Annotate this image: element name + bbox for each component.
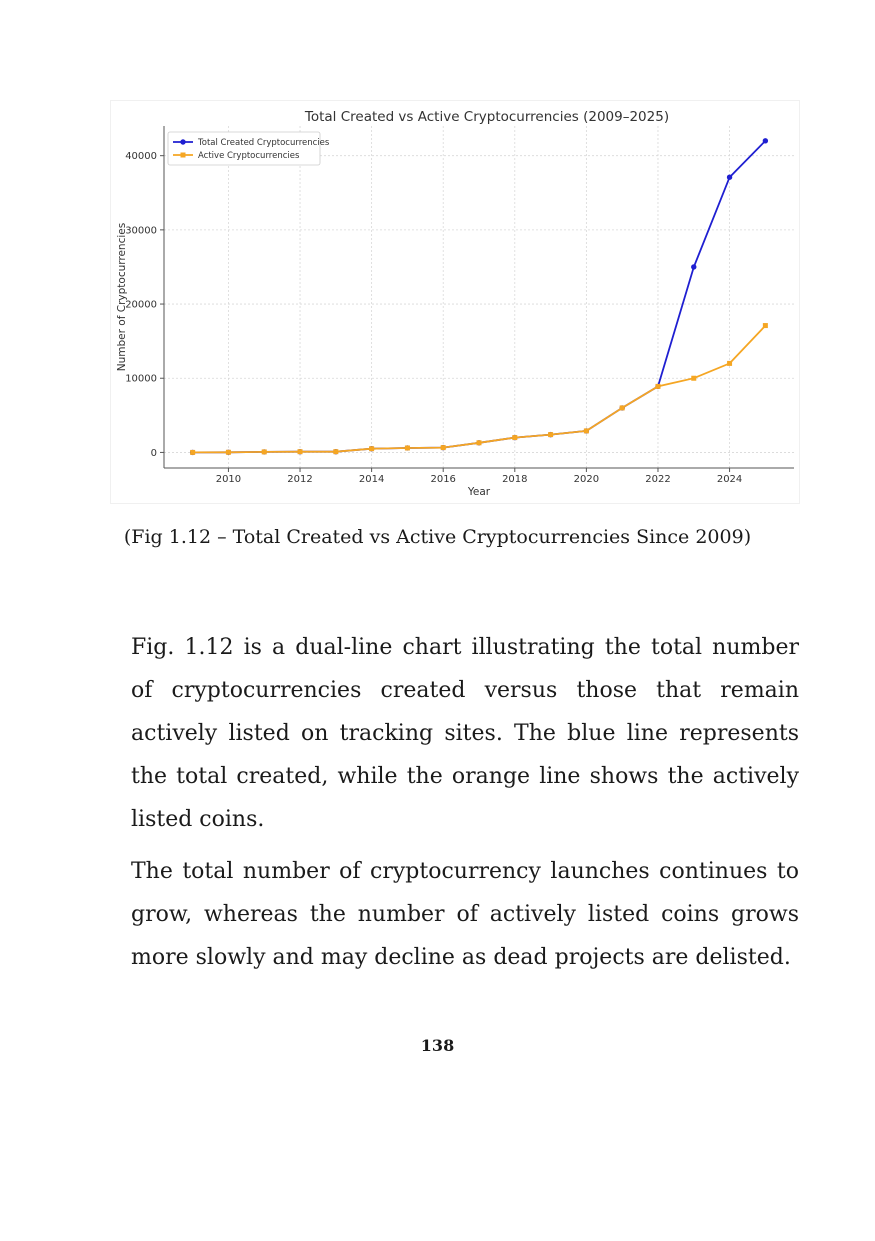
- data-point-1: [583, 428, 589, 434]
- data-point-0: [726, 174, 733, 180]
- figure-caption: (Fig 1.12 – Total Created vs Active Cryp…: [123, 526, 752, 548]
- data-point-1: [261, 449, 267, 455]
- data-point-1: [440, 445, 446, 451]
- line-chart: 2010 2012 2014 2016 2018 2020 2022 2024 0 10000 20…: [110, 100, 800, 504]
- data-point-0: [691, 264, 697, 270]
- data-point-1: [512, 435, 518, 441]
- body-paragraph-2: The total number of cryptocurrency launc…: [131, 859, 799, 970]
- data-point-1: [190, 449, 196, 455]
- y-tick-label: 10000: [125, 374, 157, 385]
- x-axis-label: Year: [467, 486, 491, 498]
- data-point-1: [655, 383, 661, 389]
- data-point-1: [404, 445, 410, 451]
- data-point-1: [476, 440, 482, 446]
- data-point-1: [225, 449, 231, 455]
- data-point-1: [369, 446, 375, 452]
- x-tick-label: 2010: [216, 474, 241, 485]
- x-tick-label: 2016: [430, 474, 455, 485]
- data-point-1: [762, 323, 768, 329]
- y-axis-label: Number of Cryptocurrencies: [116, 223, 128, 371]
- legend-marker-0: [180, 139, 186, 145]
- series-line-0: [192, 140, 767, 454]
- y-tick-label: 0: [151, 448, 157, 459]
- body-paragraph-1: Fig. 1.12 is a dual-line chart illustrat…: [131, 635, 799, 832]
- x-tick-label: 2014: [359, 474, 384, 485]
- data-point-1: [727, 360, 733, 366]
- data-point-1: [297, 449, 303, 455]
- y-tick-label: 30000: [125, 225, 157, 236]
- series-line-1: [192, 324, 767, 454]
- x-tick-label: 2020: [574, 474, 599, 485]
- legend-box: [167, 131, 321, 166]
- page-number: 138: [420, 1036, 455, 1055]
- x-tick-label: 2024: [717, 474, 742, 485]
- data-point-0: [762, 138, 769, 144]
- data-point-1: [333, 449, 339, 455]
- data-point-1: [691, 375, 697, 381]
- data-point-1: [548, 432, 554, 438]
- x-tick-label: 2022: [645, 474, 670, 485]
- figure-frame: [110, 100, 800, 504]
- x-tick-label: 2018: [502, 474, 527, 485]
- legend-label-1: Active Cryptocurrencies: [198, 151, 300, 161]
- legend-marker-1: [180, 152, 186, 158]
- x-tick-label: 2012: [287, 474, 312, 485]
- chart-title: Total Created vs Active Cryptocurrencies…: [304, 109, 669, 125]
- data-point-1: [619, 405, 625, 411]
- y-tick-label: 40000: [125, 151, 157, 162]
- y-tick-label: 20000: [125, 300, 157, 311]
- legend-label-0: Total Created Cryptocurrencies: [197, 138, 330, 148]
- chart-figure: 2010 2012 2014 2016 2018 2020 2022 2024 0 10000 20…: [110, 100, 800, 505]
